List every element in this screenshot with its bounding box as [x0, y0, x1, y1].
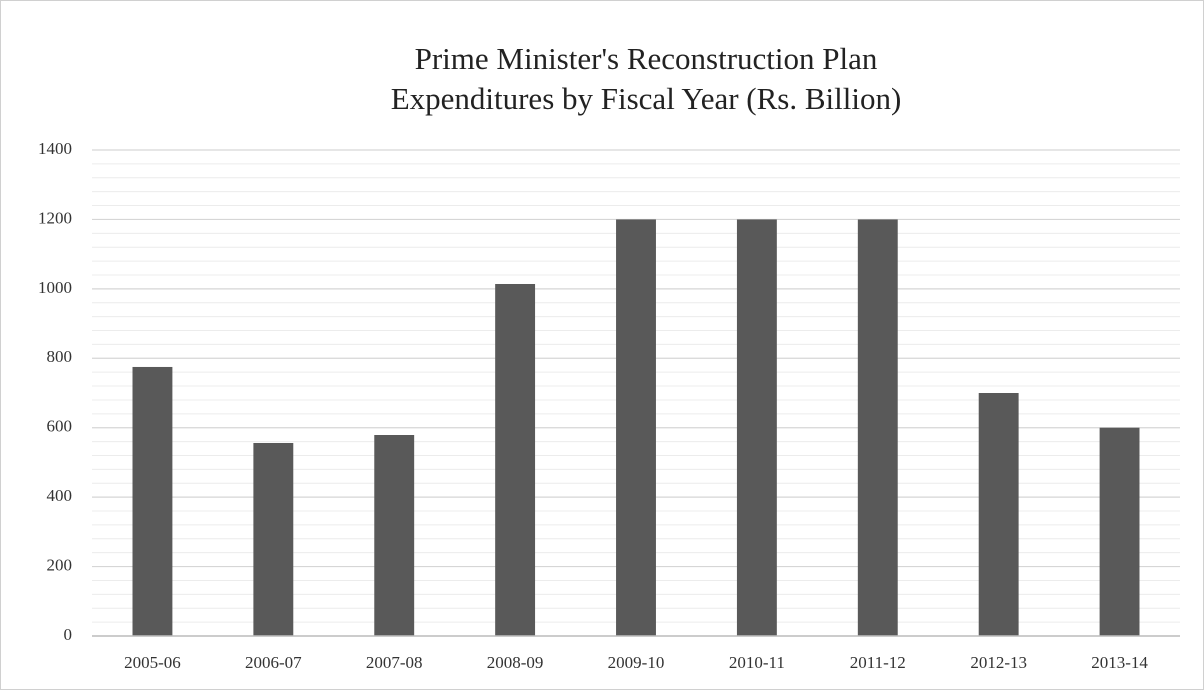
bar — [616, 219, 656, 636]
bar — [495, 283, 536, 636]
bar — [374, 435, 415, 636]
x-tick-label: 2008-09 — [487, 653, 544, 672]
bar — [736, 219, 777, 636]
y-tick-label: 1400 — [38, 139, 72, 158]
bar — [857, 219, 898, 636]
bar — [132, 366, 173, 636]
x-tick-label: 2010-11 — [729, 653, 785, 672]
y-tick-label: 600 — [47, 417, 73, 436]
x-tick-label: 2009-10 — [608, 653, 665, 672]
x-tick-label: 2007-08 — [366, 653, 423, 672]
x-tick-label: 2013-14 — [1091, 653, 1148, 672]
x-tick-label: 2005-06 — [124, 653, 181, 672]
x-tick-label: 2011-12 — [850, 653, 906, 672]
y-tick-label: 800 — [47, 347, 73, 366]
y-tick-label: 1200 — [38, 208, 72, 227]
chart-title: Prime Minister's Reconstruction Plan — [415, 41, 878, 76]
bar — [253, 442, 294, 636]
bar — [1099, 427, 1140, 636]
y-tick-label: 200 — [47, 555, 73, 574]
chart-subtitle: Expenditures by Fiscal Year (Rs. Billion… — [391, 81, 902, 116]
bar — [978, 393, 1019, 636]
y-tick-label: 0 — [64, 625, 73, 644]
y-tick-label: 400 — [47, 486, 73, 505]
x-tick-label: 2006-07 — [245, 653, 302, 672]
x-tick-label: 2012-13 — [970, 653, 1027, 672]
y-tick-label: 1000 — [38, 278, 72, 297]
